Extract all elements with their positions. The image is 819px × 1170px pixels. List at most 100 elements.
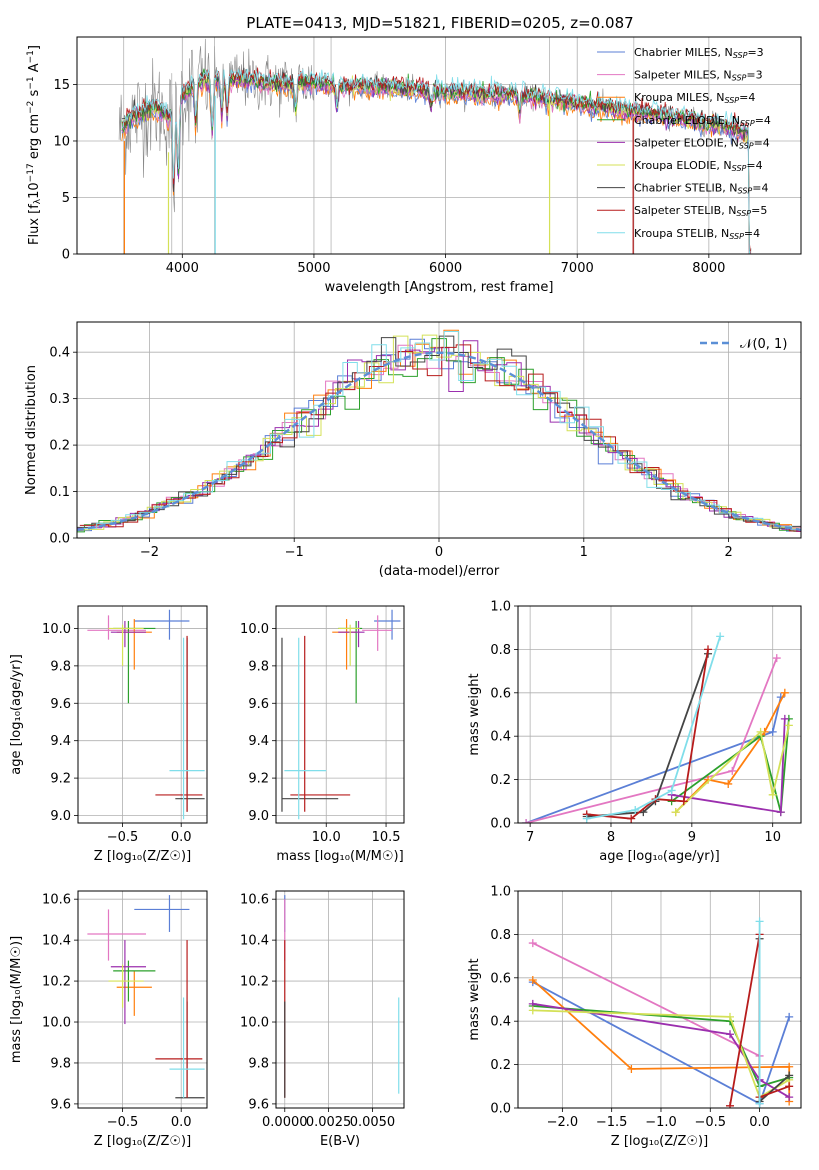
y-tick-label: 10.6	[42, 893, 71, 908]
y-tick-label: 0.2	[49, 439, 70, 454]
histogram-step-3	[77, 338, 801, 533]
series-marker	[528, 939, 537, 948]
series-marker	[631, 805, 640, 814]
histogram-step-6	[77, 335, 801, 533]
y-tick-label: 10.6	[240, 893, 269, 908]
y-axis-label: mass [log₁₀(M/M☉)]	[9, 936, 24, 1063]
legend-label-sub: SSP	[732, 74, 747, 83]
y-tick-label: 9.8	[248, 659, 269, 674]
legend-label-post: =4	[744, 227, 760, 240]
y-axis-label: mass weight	[467, 958, 482, 1040]
y-tick-label: 9.8	[50, 659, 71, 674]
plot-area	[87, 609, 205, 820]
series-line-1	[525, 657, 778, 823]
series-marker	[785, 1071, 794, 1080]
series-marker	[704, 645, 713, 654]
x-tick-label: 10.0	[312, 830, 341, 845]
x-axis-label: wavelength [Angstrom, rest frame]	[325, 280, 554, 295]
y-tick-label: 9.8	[248, 1056, 269, 1071]
y-axis-label-part: s	[27, 89, 42, 100]
plot-area	[118, 37, 752, 254]
series-line-6	[758, 938, 790, 1104]
x-tick-label: −0.5	[107, 830, 139, 845]
panel-age-vs-Z: −0.5 0.0 9.0 9.2 9.4 9.6 9.8 10.0 Z [log₁₀(Z/Z☉)…	[9, 605, 208, 864]
x-tick-label: −1	[285, 545, 304, 560]
legend-label-text: Kroupa MILES, N	[634, 91, 724, 104]
legend-label-text: Kroupa ELODIE, N	[634, 159, 732, 172]
x-tick-label: 0.0	[749, 1115, 770, 1130]
x-tick-label: −2.0	[547, 1115, 579, 1130]
x-tick-label: 10.5	[372, 830, 401, 845]
axes-frame	[275, 890, 405, 1109]
legend-label: Chabrier MILES, NSSP=3	[634, 46, 764, 60]
series-marker	[784, 721, 793, 730]
legend-label: Kroupa ELODIE, NSSP=4	[634, 159, 763, 173]
legend-label-post: =4	[755, 114, 771, 127]
legend-label-post: =5	[751, 204, 767, 217]
y-tick-label: 9.6	[248, 1097, 269, 1112]
y-tick-label: 15	[53, 78, 70, 93]
y-axis-label-part: erg cm	[27, 114, 42, 163]
series-marker	[785, 1082, 794, 1091]
series-marker	[780, 714, 789, 723]
series-marker	[582, 814, 591, 823]
y-axis-label: Flux [fλ10−17 erg cm−2 s−1 A−1]	[26, 45, 43, 245]
x-tick-label: 0.0	[171, 830, 192, 845]
x-tick-label: −1.5	[596, 1115, 628, 1130]
y-tick-label: 10.0	[240, 1016, 269, 1031]
y-tick-label: 9.0	[248, 809, 269, 824]
series-marker	[776, 808, 785, 817]
y-tick-label: 0.8	[490, 643, 511, 658]
x-tick-label: 4000	[166, 261, 199, 276]
legend-label-text: Salpeter STELIB, N	[634, 204, 736, 217]
y-tick-label: 0	[62, 248, 70, 263]
legend-label-sub: SSP	[732, 164, 747, 173]
axes-frame	[517, 605, 802, 824]
y-tick-label: 0.6	[490, 971, 511, 986]
legend-label-text: Chabrier STELIB, N	[634, 182, 738, 195]
legend-label-text: Salpeter ELODIE, N	[634, 136, 739, 149]
axes-frame	[517, 890, 802, 1109]
y-axis-label-part: ]	[27, 45, 42, 50]
y-tick-label: 9.0	[50, 809, 71, 824]
series-line-3	[671, 718, 790, 813]
x-tick-label: 8	[607, 830, 615, 845]
legend-label-sub: SSP	[739, 141, 754, 150]
plot-area	[528, 917, 794, 1108]
y-tick-label: 0.0	[490, 1102, 511, 1117]
y-tick-label: 0.4	[490, 730, 511, 745]
x-axis-label: (data-model)/error	[379, 564, 500, 579]
plot-area	[77, 329, 801, 535]
x-tick-label: 7000	[561, 261, 594, 276]
y-tick-label: 9.2	[50, 772, 71, 787]
series-marker	[785, 1093, 794, 1102]
x-tick-label: 8000	[692, 261, 725, 276]
x-tick-label: 0	[435, 545, 443, 560]
series-marker	[785, 1012, 794, 1021]
series-marker	[780, 688, 789, 697]
series-marker	[728, 766, 737, 775]
y-tick-label: 0.4	[49, 346, 70, 361]
x-axis-label: Z [log₁₀(Z/Z☉)]	[611, 1134, 708, 1149]
series-marker	[667, 786, 676, 795]
x-tick-label: 0.0025	[306, 1115, 352, 1130]
x-tick-label: 9	[688, 830, 696, 845]
y-axis-label: Normed distribution	[24, 365, 39, 495]
x-axis-label: E(B-V)	[320, 1134, 360, 1149]
axes-frame	[275, 605, 405, 824]
chart-title: PLATE=0413, MJD=51821, FIBERID=0205, z=0…	[246, 14, 633, 32]
y-tick-label: 10	[53, 134, 70, 149]
series-marker	[785, 1062, 794, 1071]
series-marker	[627, 1064, 636, 1073]
y-tick-label: 9.6	[50, 1097, 71, 1112]
y-tick-label: 10.2	[42, 975, 71, 990]
x-tick-label: −0.5	[694, 1115, 726, 1130]
y-tick-label: 0.0	[49, 532, 70, 547]
y-axis-label-part: −1	[26, 50, 36, 63]
legend-label-sub: SSP	[736, 209, 751, 218]
y-tick-label: 0.3	[49, 392, 70, 407]
legend-label: Salpeter ELODIE, NSSP=4	[634, 136, 770, 150]
legend-label-text: Chabrier ELODIE, N	[634, 114, 740, 127]
y-tick-label: 5	[62, 191, 70, 206]
